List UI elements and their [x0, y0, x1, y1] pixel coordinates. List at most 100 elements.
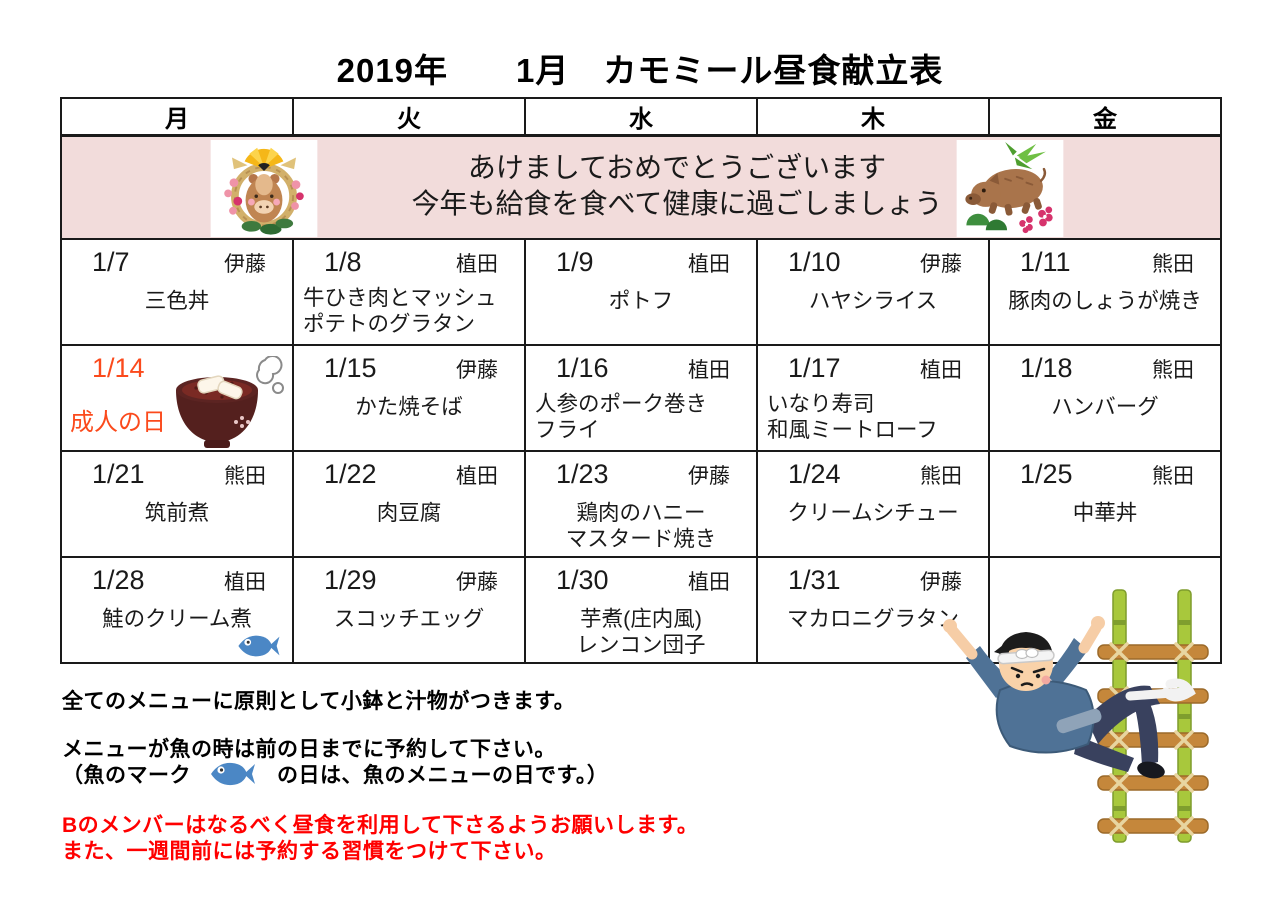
weekday-header-tue: 火 — [292, 97, 526, 137]
cell-menu: 豚肉のしょうが焼き — [1008, 289, 1202, 313]
calendar-cell-1-30: 1/30 植田 芋煮(庄内風) レンコン団子 — [524, 556, 758, 664]
cell-menu: 鶏肉のハニー マスタード焼き — [565, 501, 717, 551]
weekday-header-thu: 木 — [756, 97, 990, 137]
calendar-cell-1-25: 1/25 熊田 中華丼 — [988, 450, 1222, 558]
warning-reserve-week-ahead: また、一週間前には予約する習慣をつけて下さい。 — [62, 840, 557, 863]
cell-date: 1/28 — [92, 565, 145, 595]
cell-date: 1/21 — [92, 459, 145, 489]
cell-menu: ハンバーグ — [1051, 395, 1159, 419]
calendar-cell-1-7: 1/7 伊藤 三色丼 — [60, 238, 294, 346]
cell-menu: 芋煮(庄内風) レンコン団子 — [576, 607, 706, 657]
running-boar-illustration — [956, 140, 1064, 237]
cell-date: 1/18 — [1020, 353, 1073, 383]
cell-menu: 人参のポーク巻き フライ — [535, 392, 708, 442]
cell-menu: ハヤシライス — [808, 289, 938, 313]
calendar-cell-1-11: 1/11 熊田 豚肉のしょうが焼き — [988, 238, 1222, 346]
oshiruko-bowl-illustration — [176, 356, 284, 448]
cell-date: 1/31 — [788, 565, 841, 595]
cell-staff: 植田 — [688, 253, 730, 276]
cell-date: 1/16 — [556, 353, 609, 383]
cell-menu: クリームシチュー — [787, 501, 959, 525]
fish-icon — [238, 635, 280, 657]
note-fish-mark: （魚のマーク の日は、魚のメニューの日です。） — [62, 759, 608, 789]
cell-staff: 熊田 — [1152, 465, 1194, 488]
week-row-1: 1/7 伊藤 三色丼 1/8 植田 牛ひき肉とマッシュ ポテトのグラタン 1/9 植田… — [60, 238, 1222, 346]
cell-staff: 植田 — [224, 571, 266, 594]
new-year-banner-row: あけましておめでとうございます 今年も給食を食べて健康に過ごしましょう — [60, 134, 1222, 240]
calendar-cell-1-15: 1/15 伊藤 かた焼そば — [292, 344, 526, 452]
cell-date: 1/30 — [556, 565, 609, 595]
calendar-cell-1-17: 1/17 植田 いなり寿司 和風ミートローフ — [756, 344, 990, 452]
fireman-ladder-illustration — [943, 589, 1209, 843]
weekday-header-mon: 月 — [60, 97, 294, 137]
cell-menu: 筑前煮 — [144, 501, 210, 525]
cell-date: 1/9 — [556, 247, 594, 277]
page-title: 2019年 1月 カモミール昼食献立表 — [336, 52, 944, 89]
cell-staff: 熊田 — [920, 465, 962, 488]
calendar-cell-1-21: 1/21 熊田 筑前煮 — [60, 450, 294, 558]
cell-date: 1/14 — [92, 353, 145, 383]
cell-date: 1/25 — [1020, 459, 1073, 489]
cell-date: 1/22 — [324, 459, 377, 489]
cell-staff: 伊藤 — [224, 253, 266, 276]
calendar-cell-1-10: 1/10 伊藤 ハヤシライス — [756, 238, 990, 346]
cell-menu: ポトフ — [608, 289, 674, 313]
week-row-2: 1/14 成人の日 — [60, 344, 1222, 452]
cell-menu: スコッチエッグ — [333, 607, 485, 631]
cell-menu: かた焼そば — [355, 395, 463, 419]
cell-date: 1/23 — [556, 459, 609, 489]
calendar-cell-1-8: 1/8 植田 牛ひき肉とマッシュ ポテトのグラタン — [292, 238, 526, 346]
warning-use-lunch: Bのメンバーはなるべく昼食を利用して下さるようお願いします。 — [62, 814, 699, 837]
note-fish-mark-pre: （魚のマーク — [62, 764, 191, 787]
cell-staff: 植田 — [456, 253, 498, 276]
banner-line2: 今年も給食を食べて健康に過ごしましょう — [411, 187, 943, 219]
note-fish-reservation: メニューが魚の時は前の日までに予約して下さい。 — [62, 738, 556, 761]
calendar-cell-1-18: 1/18 熊田 ハンバーグ — [988, 344, 1222, 452]
cell-staff: 植田 — [688, 359, 730, 382]
cell-date: 1/15 — [324, 353, 377, 383]
cell-staff: 伊藤 — [688, 465, 730, 488]
calendar-cell-1-24: 1/24 熊田 クリームシチュー — [756, 450, 990, 558]
new-year-banner: あけましておめでとうございます 今年も給食を食べて健康に過ごしましょう — [60, 134, 1222, 240]
weekday-header-wed: 水 — [524, 97, 758, 137]
calendar-cell-1-28: 1/28 植田 鮭のクリーム煮 — [60, 556, 294, 664]
calendar-cell-1-31: 1/31 伊藤 マカロニグラタン — [756, 556, 990, 664]
cell-date: 1/29 — [324, 565, 377, 595]
cell-menu: 牛ひき肉とマッシュ ポテトのグラタン — [303, 286, 497, 336]
cell-menu: 鮭のクリーム煮 — [102, 607, 252, 631]
note-side-dishes: 全てのメニューに原則として小鉢と汁物がつきます。 — [62, 690, 576, 713]
cell-date: 1/10 — [788, 247, 841, 277]
cell-staff: 伊藤 — [920, 253, 962, 276]
calendar-cell-1-9: 1/9 植田 ポトフ — [524, 238, 758, 346]
cell-menu: 肉豆腐 — [376, 501, 442, 525]
cell-staff: 植田 — [688, 571, 730, 594]
calendar-cell-1-14-holiday: 1/14 成人の日 — [60, 344, 294, 452]
cell-staff: 伊藤 — [920, 571, 962, 594]
cell-staff: 植田 — [920, 359, 962, 382]
cell-menu: いなり寿司 和風ミートローフ — [767, 392, 938, 442]
cell-menu: マカロニグラタン — [786, 607, 959, 631]
boar-wreath-illustration — [210, 140, 318, 237]
cell-staff: 熊田 — [1152, 359, 1194, 382]
banner-line1: あけましておめでとうございます — [467, 152, 887, 183]
holiday-label: 成人の日 — [70, 409, 166, 436]
cell-staff: 伊藤 — [456, 571, 498, 594]
cell-date: 1/17 — [788, 353, 841, 383]
cell-menu: 三色丼 — [144, 289, 210, 313]
week-row-3: 1/21 熊田 筑前煮 1/22 植田 肉豆腐 1/23 伊藤 鶏肉のハニー マスター… — [60, 450, 1222, 558]
calendar-cell-1-23: 1/23 伊藤 鶏肉のハニー マスタード焼き — [524, 450, 758, 558]
calendar-cell-1-22: 1/22 植田 肉豆腐 — [292, 450, 526, 558]
weekday-header-row: 月 火 水 木 金 — [60, 97, 1222, 137]
cell-menu: 中華丼 — [1072, 501, 1138, 525]
cell-staff: 伊藤 — [456, 359, 498, 382]
cell-date: 1/8 — [324, 247, 362, 277]
cell-date: 1/11 — [1020, 247, 1071, 277]
cell-staff: 熊田 — [224, 465, 266, 488]
fish-icon — [211, 762, 255, 786]
cell-date: 1/7 — [92, 247, 130, 277]
note-fish-mark-post: の日は、魚のメニューの日です。） — [277, 764, 609, 787]
cell-staff: 熊田 — [1152, 253, 1194, 276]
banner-text: あけましておめでとうございます 今年も給食を食べて健康に過ごしましょう — [352, 150, 1002, 222]
weekday-header-fri: 金 — [988, 97, 1222, 137]
